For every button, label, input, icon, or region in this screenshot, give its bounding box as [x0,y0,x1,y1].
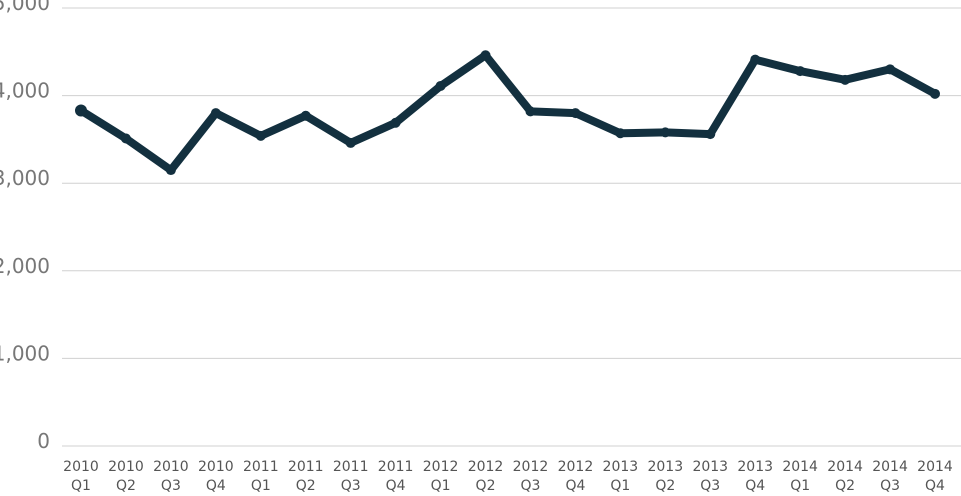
x-tick-label: 2013 Q3 [692,459,728,494]
y-axis-tick-labels: 0 1,000 2,000 3,000 4,000 5,000 [0,0,50,453]
y-tick-label: 5,000 [0,0,50,15]
y-tick-label: 0 [37,429,50,453]
data-point [660,127,671,138]
x-tick-label: 2011 Q4 [378,459,414,494]
data-point [75,104,87,117]
x-tick-label: 2011 Q2 [288,459,324,494]
x-tick-label: 2013 Q4 [737,459,773,494]
data-point [840,74,851,85]
x-tick-label: 2012 Q4 [558,459,594,494]
data-point [795,66,806,77]
x-axis-tick-labels: 2010 Q1 2010 Q2 2010 Q3 2010 Q4 2011 Q1 2011 Q2 2011… [63,459,953,494]
data-point [885,64,896,75]
x-tick-label: 2012 Q1 [423,459,459,494]
x-tick-label: 2013 Q1 [603,459,639,494]
data-point [750,54,761,65]
x-tick-label: 2013 Q2 [647,459,683,494]
x-tick-label: 2010 Q3 [153,459,189,494]
data-point [480,50,491,61]
x-tick-label: 2010 Q2 [108,459,144,494]
series-line [77,51,939,175]
y-tick-label: 2,000 [0,254,50,278]
x-tick-label: 2012 Q3 [513,459,549,494]
data-point [345,137,356,148]
data-point [525,106,536,117]
y-tick-label: 3,000 [0,166,50,190]
x-tick-label: 2014 Q4 [917,459,953,494]
data-point [390,117,401,128]
data-point [210,108,221,119]
x-tick-label: 2012 Q2 [468,459,504,494]
data-points [75,50,940,176]
data-point [435,80,446,91]
y-tick-label: 1,000 [0,341,50,365]
gridlines [62,7,961,447]
data-point [300,110,311,121]
x-tick-label: 2014 Q2 [827,459,863,494]
data-point [255,130,266,141]
data-point [165,165,176,176]
data-point [615,128,626,139]
x-tick-label: 2010 Q4 [198,459,234,494]
x-tick-label: 2011 Q3 [333,459,369,494]
x-tick-label: 2014 Q3 [872,459,908,494]
x-tick-label: 2011 Q1 [243,459,279,494]
x-tick-label: 2010 Q1 [63,459,99,494]
x-tick-label: 2014 Q1 [782,459,818,494]
data-point [705,129,716,140]
data-point [930,88,940,99]
data-point [120,133,131,144]
y-tick-label: 4,000 [0,79,50,103]
data-point [570,108,581,119]
